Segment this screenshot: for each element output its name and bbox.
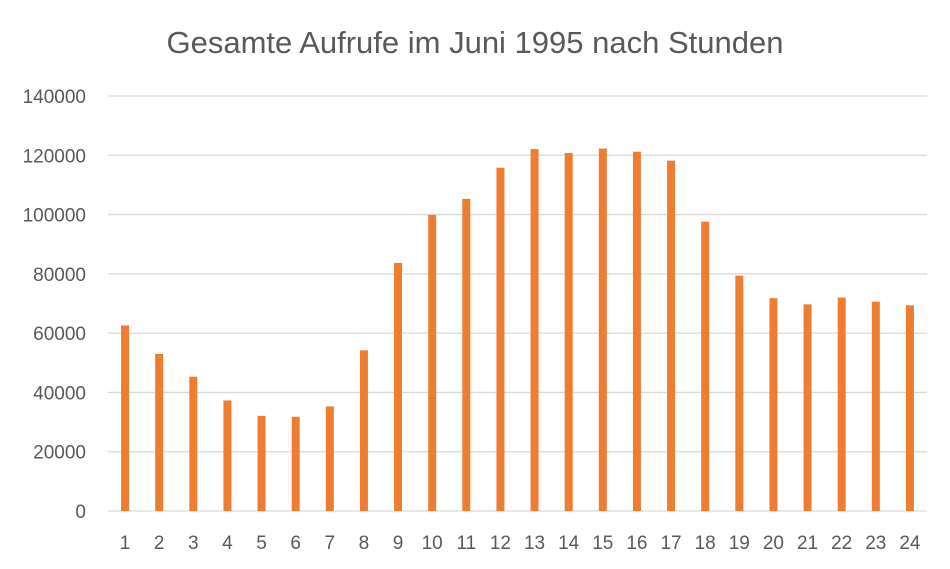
x-tick-label: 1 [120,533,131,554]
chart-title: Gesamte Aufrufe im Juni 1995 nach Stunde… [167,25,784,60]
bar-hour-14 [565,153,573,511]
x-tick-label: 6 [290,533,301,554]
y-tick-label: 0 [75,502,86,523]
x-tick-label: 19 [729,533,750,554]
x-tick-label: 23 [865,533,886,554]
bar-hour-4 [223,400,231,511]
x-tick-label: 9 [393,533,404,554]
bar-hour-15 [599,148,607,511]
bar-hour-3 [189,377,197,511]
bar-hour-16 [633,152,641,511]
bar-hour-23 [872,302,880,511]
x-tick-label: 15 [592,533,613,554]
x-tick-label: 13 [524,533,545,554]
x-tick-label: 14 [558,533,580,554]
x-tick-label: 2 [154,533,165,554]
bar-hour-10 [428,215,436,511]
x-tick-label: 8 [359,533,370,554]
bar-hour-19 [735,276,743,511]
bar-hour-5 [258,416,266,511]
bar-hour-11 [462,199,470,511]
x-tick-label: 3 [188,533,199,554]
bar-hour-13 [531,149,539,511]
bar-hour-2 [155,354,163,511]
x-tick-label: 5 [256,533,267,554]
x-tick-label: 10 [422,533,443,554]
x-axis-ticks: 1 2 3 4 5 6 7 8 9 10 11 12 13 14 15 16 17 18 19 20 21 22 23 24 [120,533,921,554]
x-tick-label: 21 [797,533,818,554]
bar-hour-9 [394,263,402,511]
x-tick-label: 18 [695,533,716,554]
x-tick-label: 12 [490,533,511,554]
y-axis-ticks: 0 20000 40000 60000 80000 100000 120000 140000 [23,87,86,523]
y-tick-label: 40000 [33,383,86,404]
bar-hour-18 [701,222,709,511]
y-tick-label: 60000 [33,324,86,345]
y-tick-label: 20000 [33,443,86,464]
y-tick-label: 100000 [23,206,86,227]
bar-hour-7 [326,406,334,511]
bar-hour-6 [292,417,300,511]
bar-hour-8 [360,350,368,511]
y-tick-label: 80000 [33,265,86,286]
bar-hour-1 [121,325,129,511]
bar-hour-24 [906,305,914,511]
bar-hour-21 [804,304,812,511]
bars [121,148,914,511]
bar-hour-17 [667,161,675,511]
bar-hour-12 [496,168,504,511]
x-tick-label: 17 [660,533,681,554]
x-tick-label: 24 [899,533,921,554]
x-tick-label: 20 [763,533,784,554]
x-tick-label: 4 [222,533,233,554]
y-tick-label: 120000 [23,146,86,167]
x-tick-label: 7 [325,533,336,554]
bar-hour-20 [769,298,777,511]
x-tick-label: 22 [831,533,852,554]
x-tick-label: 11 [456,533,476,554]
bar-hour-22 [838,298,846,511]
y-tick-label: 140000 [23,87,86,108]
x-tick-label: 16 [626,533,647,554]
